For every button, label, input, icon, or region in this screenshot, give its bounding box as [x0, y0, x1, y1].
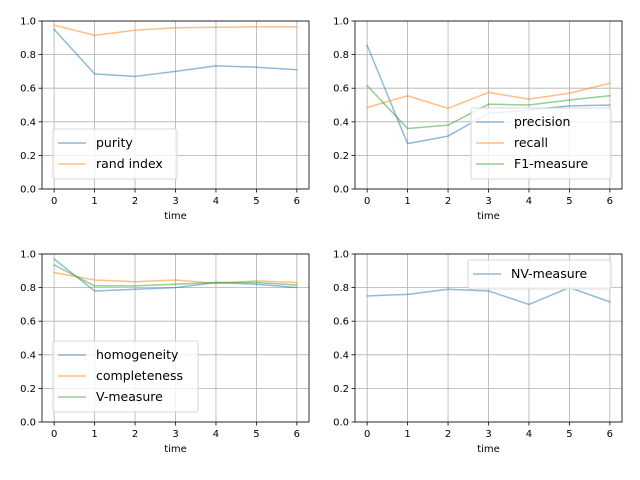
plot-frame [354, 253, 623, 423]
legend-label: F1-measure [514, 156, 588, 171]
y-tick-label: 0.2 [333, 384, 349, 395]
subplot-1: 0 1 2 3 4 5 6 0.0 0.2 0.4 0.6 0.8 1.0 time purity rand … [20, 17, 310, 222]
x-tick-label: 0 [51, 196, 57, 207]
series-line-completeness [53, 271, 298, 285]
y-tick-label: 0.8 [20, 283, 36, 294]
x-tick-label: 2 [445, 429, 451, 440]
y-tick-label: 0.6 [333, 317, 349, 328]
y-tick-label: 0.0 [20, 185, 36, 196]
legend-label: completeness [96, 368, 183, 383]
y-tick-label: 1.0 [20, 250, 36, 261]
x-tick-label: 0 [364, 196, 370, 207]
x-tick-label: 3 [485, 429, 491, 440]
x-tick-label: 6 [294, 196, 300, 207]
x-tick-label: 5 [253, 429, 259, 440]
x-tick-label: 4 [526, 429, 532, 440]
series-line-recall [366, 82, 611, 110]
subplot-3: 0 1 2 3 4 5 6 0.0 0.2 0.4 0.6 0.8 1.0 time homogeneity… [20, 250, 310, 455]
x-tick-label: 1 [404, 429, 410, 440]
legend: homogeneity completeness V-measure [52, 340, 199, 413]
x-tick-label: 3 [485, 196, 491, 207]
legend: precision recall F1-measure [470, 107, 612, 180]
y-tick-label: 0.0 [20, 418, 36, 429]
x-tick-label: 1 [404, 196, 410, 207]
x-tick-label: 6 [294, 429, 300, 440]
plot-frame [41, 253, 310, 423]
x-tick-label: 2 [132, 196, 138, 207]
series-line-purity [53, 28, 298, 78]
x-tick-label: 4 [213, 196, 219, 207]
x-tick-label: 2 [132, 429, 138, 440]
y-tick-label: 0.2 [333, 151, 349, 162]
x-tick-label: 1 [91, 429, 97, 440]
x-tick-label: 4 [526, 196, 532, 207]
y-tick-label: 0.4 [333, 350, 349, 361]
x-tick-label: 5 [566, 196, 572, 207]
subplot-4: 0 1 2 3 4 5 6 0.0 0.2 0.4 0.6 0.8 1.0 time NV-measure [333, 250, 623, 455]
x-tick-label: 2 [445, 196, 451, 207]
legend-label: homogeneity [96, 347, 179, 362]
x-tick-label: 6 [607, 196, 613, 207]
x-axis-label: time [164, 444, 187, 455]
legend-label: recall [514, 135, 548, 150]
legend: NV-measure [467, 259, 612, 290]
y-tick-label: 0.2 [20, 384, 36, 395]
series-line-rand-index [53, 24, 298, 37]
y-tick-label: 0.2 [20, 151, 36, 162]
series-line-f1-measure [366, 84, 611, 130]
legend-box [470, 107, 612, 180]
legend-box [52, 340, 199, 413]
x-tick-label: 5 [253, 196, 259, 207]
x-axis-label: time [477, 211, 500, 222]
y-tick-label: 1.0 [333, 17, 349, 28]
y-tick-label: 0.4 [20, 350, 36, 361]
y-tick-label: 0.4 [333, 117, 349, 128]
subplot-2: 0 1 2 3 4 5 6 0.0 0.2 0.4 0.6 0.8 1.0 time precision re… [333, 17, 623, 222]
y-tick-label: 1.0 [333, 250, 349, 261]
plot-frame [354, 20, 623, 190]
legend-label: purity [96, 135, 133, 150]
legend-label: V-measure [96, 389, 163, 404]
y-tick-label: 0.4 [20, 117, 36, 128]
y-tick-label: 0.8 [20, 50, 36, 61]
x-tick-label: 4 [213, 429, 219, 440]
x-axis-label: time [164, 211, 187, 222]
y-tick-label: 1.0 [20, 17, 36, 28]
y-tick-label: 0.6 [333, 84, 349, 95]
legend-box [467, 259, 612, 290]
x-axis-label: time [477, 444, 500, 455]
y-tick-label: 0.6 [20, 317, 36, 328]
x-tick-label: 0 [51, 429, 57, 440]
y-tick-label: 0.6 [20, 84, 36, 95]
legend-label: NV-measure [511, 266, 588, 281]
y-tick-label: 0.0 [333, 185, 349, 196]
x-tick-label: 0 [364, 429, 370, 440]
x-tick-label: 6 [607, 429, 613, 440]
series-line-v-measure [53, 263, 298, 287]
legend: purity rand index [52, 128, 178, 180]
x-tick-label: 1 [91, 196, 97, 207]
x-tick-label: 5 [566, 429, 572, 440]
plot-frame [41, 20, 310, 190]
series-line-homogeneity [53, 257, 298, 292]
x-tick-label: 3 [172, 196, 178, 207]
y-tick-label: 0.0 [333, 418, 349, 429]
legend-box [52, 128, 178, 180]
legend-label: precision [514, 114, 570, 129]
x-tick-label: 3 [172, 429, 178, 440]
legend-label: rand index [96, 156, 163, 171]
y-tick-label: 0.8 [333, 50, 349, 61]
y-tick-label: 0.8 [333, 283, 349, 294]
